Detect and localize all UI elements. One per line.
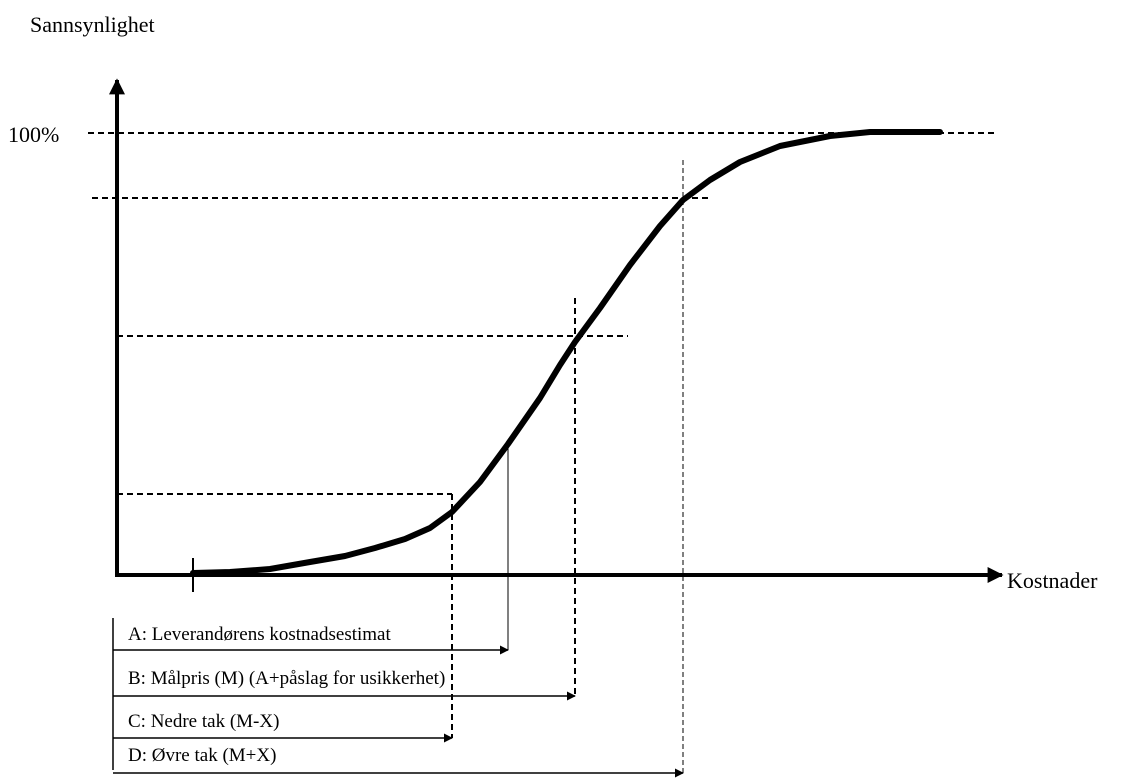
x-axis-label: Kostnader	[1007, 568, 1098, 593]
legend-label-b: B: Målpris (M) (A+påslag for usikkerhet)	[128, 668, 445, 689]
y-tick-100-label: 100%	[8, 122, 59, 147]
legend-label-c: C: Nedre tak (M-X)	[128, 711, 279, 732]
legend-label-d: D: Øvre tak (M+X)	[128, 745, 276, 766]
cumulative-probability-curve	[190, 129, 943, 576]
y-axis-label: Sannsynlighet	[30, 12, 155, 37]
legend-label-a: A: Leverandørens kostnadsestimat	[128, 624, 391, 645]
